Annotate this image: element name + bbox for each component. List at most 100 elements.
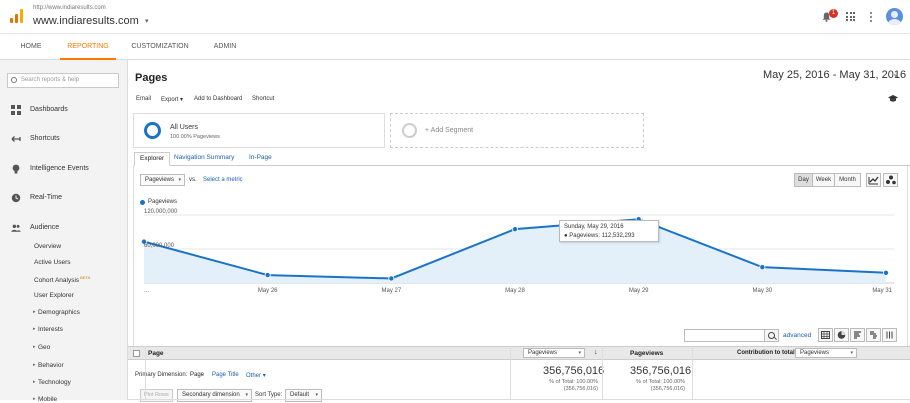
search-input[interactable]: Search reports & help <box>7 73 119 88</box>
sidebar: Search reports & help Dashboards Shortcu… <box>0 60 128 403</box>
contribution-select[interactable]: Pageviews ▾ <box>795 348 857 358</box>
avatar[interactable] <box>886 8 903 25</box>
tooltip-value: ● Pageviews: 112,532,293 <box>564 233 635 239</box>
chevron-down-icon[interactable]: ▾ <box>894 73 898 80</box>
apps-grid-icon[interactable] <box>846 12 855 21</box>
sidebar-item-label: Dashboards <box>30 106 68 113</box>
metric-select[interactable]: Pageviews ▾ <box>140 174 185 186</box>
select-metric-link[interactable]: Select a metric <box>203 177 243 183</box>
dimension-page-title[interactable]: Page Title <box>212 372 239 378</box>
add-to-dashboard-button[interactable]: Add to Dashboard <box>194 96 243 102</box>
tab-navigation-summary[interactable]: Navigation Summary <box>174 154 235 161</box>
sort-arrow-icon[interactable]: ↓ <box>594 349 598 356</box>
pageviews-chart[interactable]: 60,000,000 120,000,000... May 26 May 27 May … <box>128 60 910 300</box>
series-area <box>144 219 886 283</box>
sidebar-item-behavior[interactable]: Behavior <box>33 362 64 369</box>
sidebar-item-technology[interactable]: Technology <box>33 379 71 386</box>
column-page[interactable]: Page <box>148 350 164 357</box>
export-label: Export <box>161 97 179 103</box>
tab-reporting[interactable]: REPORTING <box>60 34 116 60</box>
sidebar-item-label: Audience <box>30 224 60 231</box>
motion-chart-button[interactable] <box>883 173 898 187</box>
select-all-checkbox[interactable] <box>133 350 140 357</box>
data-point[interactable] <box>511 226 518 233</box>
comparison-view-button[interactable] <box>866 328 881 342</box>
sidebar-item-geo[interactable]: Geo <box>33 344 50 351</box>
tab-admin[interactable]: ADMIN <box>213 43 237 50</box>
tab-explorer[interactable]: Explorer <box>134 152 171 166</box>
sort-type-label: Sort Type: <box>255 392 283 398</box>
sidebar-item-label: Cohort Analysis <box>34 277 80 285</box>
advanced-filter-link[interactable]: advanced <box>783 332 812 339</box>
data-point[interactable] <box>883 269 890 276</box>
sidebar-item-shortcuts[interactable]: Shortcuts <box>0 132 128 146</box>
email-button[interactable]: Email <box>136 96 152 102</box>
x-tick-label: May 26 <box>258 288 278 294</box>
analytics-logo-icon[interactable] <box>10 9 24 23</box>
page-title: Pages <box>135 72 168 84</box>
totals-row: 356,756,016 % of Total: 100.00% (356,756… <box>128 360 910 400</box>
add-segment-button[interactable]: + Add Segment <box>390 113 644 148</box>
column-divider <box>602 346 603 400</box>
segment-all-users[interactable]: All Users 100.00% Pageviews <box>133 113 385 148</box>
vs-label: vs. <box>189 177 197 183</box>
data-point[interactable] <box>759 264 766 271</box>
x-tick-label: May 31 <box>872 288 892 294</box>
table-view-button[interactable] <box>818 328 833 342</box>
dimension-page[interactable]: Page <box>190 372 205 378</box>
tab-in-page[interactable]: In-Page <box>249 154 272 161</box>
sidebar-item-interests[interactable]: Interests <box>33 326 63 333</box>
line-chart-icon <box>868 176 879 185</box>
sidebar-item-label: Shortcuts <box>30 135 60 142</box>
graduation-cap-icon[interactable] <box>888 95 898 102</box>
chevron-down-icon: ▾ <box>315 392 318 398</box>
secondary-dimension-value: Secondary dimension <box>182 392 240 398</box>
sidebar-item-overview[interactable]: Overview <box>34 243 62 250</box>
grid-icon <box>11 105 21 115</box>
shortcut-button[interactable]: Shortcut <box>252 96 275 102</box>
date-range-picker[interactable]: May 25, 2016 - May 31, 2016 <box>763 69 907 81</box>
chevron-down-icon: ▾ <box>245 392 248 398</box>
search-button[interactable] <box>764 329 779 342</box>
chevron-down-icon: ▾ <box>262 373 266 379</box>
add-segment-label: + Add Segment <box>425 127 474 134</box>
more-vert-icon[interactable] <box>870 12 873 22</box>
column-metric-value: Pageviews <box>528 350 558 356</box>
pivot-view-button[interactable] <box>882 328 897 342</box>
month-button[interactable]: Month <box>834 173 861 187</box>
data-point[interactable] <box>264 272 271 279</box>
bell-icon[interactable] <box>822 12 831 22</box>
week-button[interactable]: Week <box>812 173 835 187</box>
sidebar-item-user-explorer[interactable]: User Explorer <box>34 292 74 299</box>
tab-home[interactable]: HOME <box>20 43 42 50</box>
column-metric-select[interactable]: Pageviews ▾ <box>523 348 585 358</box>
y-tick-label: 60,000,000 <box>144 243 175 249</box>
sidebar-item-demographics[interactable]: Demographics <box>33 309 80 316</box>
export-button[interactable]: Export ▾ <box>161 96 183 103</box>
column-divider <box>692 346 693 400</box>
dimension-other-label: Other <box>246 373 262 379</box>
tab-customization[interactable]: CUSTOMIZATION <box>131 43 189 50</box>
sidebar-item-active-users[interactable]: Active Users <box>34 259 71 266</box>
reporting-nav: HOME REPORTING CUSTOMIZATION ADMIN <box>0 34 910 60</box>
dimension-other[interactable]: Other ▾ <box>246 372 266 379</box>
column-pageviews[interactable]: Pageviews <box>630 350 664 357</box>
pie-view-button[interactable] <box>834 328 849 342</box>
legend-label[interactable]: Pageviews <box>148 199 178 205</box>
line-chart-button[interactable] <box>866 173 881 187</box>
x-tick-label: May 29 <box>629 288 649 294</box>
performance-view-button[interactable] <box>850 328 865 342</box>
sidebar-item-cohort-analysis[interactable]: Cohort AnalysisBETA <box>34 275 90 284</box>
data-point[interactable] <box>140 238 147 245</box>
sidebar-item-intelligence-events[interactable]: Intelligence Events <box>0 162 128 176</box>
metric-value: Pageviews <box>145 177 175 183</box>
data-point[interactable] <box>388 275 395 282</box>
property-selector[interactable]: www.indiaresults.com <box>33 15 139 27</box>
chevron-down-icon[interactable]: ▾ <box>145 18 149 25</box>
total-pageviews-pct: % of Total: 100.00% <box>636 379 685 385</box>
people-icon <box>11 224 21 232</box>
sidebar-item-audience[interactable]: Audience <box>0 221 128 235</box>
sidebar-item-real-time[interactable]: Real-Time <box>0 191 128 205</box>
sidebar-item-dashboards[interactable]: Dashboards <box>0 103 128 117</box>
sidebar-item-label: Intelligence Events <box>30 165 89 172</box>
